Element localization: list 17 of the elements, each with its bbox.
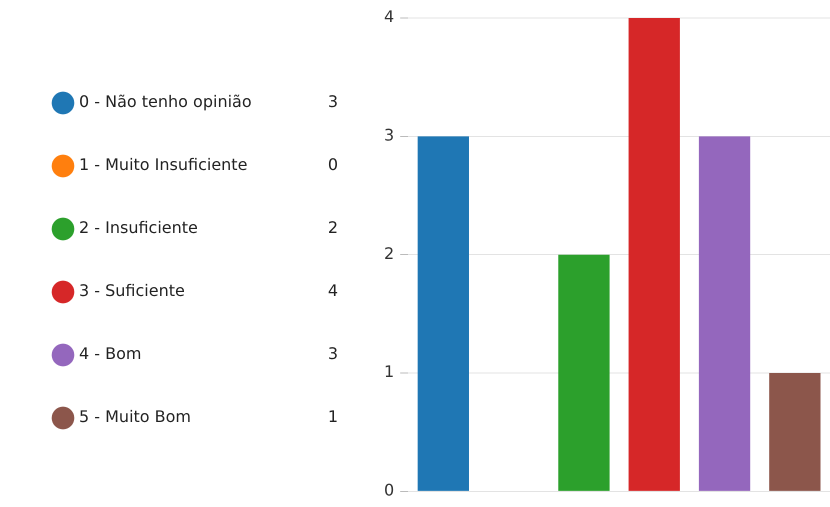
- y-tick-label: 3: [384, 126, 394, 145]
- legend-label: 4 - Bom: [79, 344, 142, 364]
- y-tick-label: 0: [384, 480, 394, 500]
- text: 2: [328, 218, 338, 238]
- text: 1: [328, 407, 338, 426]
- y-tick-label: 2: [384, 244, 394, 263]
- y-tick-label: 1: [384, 362, 394, 382]
- legend-label: 3 - Suficiente: [79, 281, 185, 300]
- text: 3: [328, 92, 338, 112]
- y-tick-label: 4: [384, 7, 394, 26]
- legend-label: 0 - Não tenho opinião: [79, 92, 252, 112]
- legend-label: 2 - Insuficiente: [79, 218, 198, 238]
- text: 4: [328, 281, 338, 300]
- legend-label: 1 - Muito Insuficiente: [79, 155, 248, 174]
- text: 0: [328, 155, 338, 174]
- text: 3: [328, 344, 338, 364]
- legend-label: 5 - Muito Bom: [79, 407, 192, 426]
